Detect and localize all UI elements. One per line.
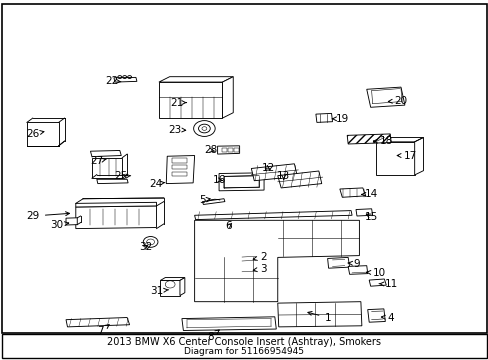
Polygon shape	[114, 77, 137, 82]
Polygon shape	[194, 211, 351, 220]
Polygon shape	[90, 150, 121, 157]
Polygon shape	[277, 302, 361, 327]
Text: 5: 5	[199, 195, 210, 205]
Text: 7: 7	[97, 325, 109, 336]
Text: 25: 25	[114, 171, 130, 181]
Text: Diagram for 51166954945: Diagram for 51166954945	[184, 347, 304, 356]
Polygon shape	[375, 142, 414, 175]
Polygon shape	[180, 278, 184, 296]
Polygon shape	[238, 255, 258, 262]
Polygon shape	[27, 122, 59, 146]
Text: 11: 11	[378, 279, 397, 289]
Polygon shape	[367, 309, 385, 322]
Text: 32: 32	[139, 242, 152, 252]
Text: 13: 13	[276, 171, 290, 181]
Polygon shape	[194, 220, 359, 302]
Polygon shape	[92, 158, 122, 178]
Polygon shape	[160, 280, 180, 296]
Text: 20: 20	[387, 96, 407, 106]
Polygon shape	[66, 318, 129, 327]
Text: 2: 2	[253, 252, 266, 262]
Bar	[172, 165, 186, 169]
Text: 2013 BMW X6 Center Console Insert (Ashtray), Smokers: 2013 BMW X6 Center Console Insert (Ashtr…	[107, 337, 381, 347]
Text: 27: 27	[90, 156, 106, 166]
Text: 31: 31	[149, 286, 168, 296]
Text: 28: 28	[204, 145, 218, 156]
Polygon shape	[217, 146, 239, 154]
Polygon shape	[97, 179, 128, 184]
Polygon shape	[251, 164, 297, 181]
Polygon shape	[66, 218, 77, 225]
Bar	[234, 148, 238, 152]
Polygon shape	[339, 188, 365, 197]
Polygon shape	[160, 278, 184, 280]
Polygon shape	[159, 77, 233, 82]
Text: 30: 30	[50, 220, 69, 230]
Text: 16: 16	[212, 175, 225, 185]
Text: 29: 29	[26, 211, 69, 221]
Polygon shape	[219, 173, 264, 191]
Polygon shape	[76, 202, 156, 207]
Text: 15: 15	[364, 212, 378, 222]
Bar	[228, 148, 232, 152]
Polygon shape	[355, 209, 372, 216]
Polygon shape	[368, 279, 386, 286]
Text: 24: 24	[148, 179, 164, 189]
Polygon shape	[76, 206, 156, 229]
Text: 21: 21	[170, 98, 186, 108]
Text: 22: 22	[104, 76, 121, 86]
Text: 10: 10	[366, 268, 385, 278]
Text: 9: 9	[347, 258, 360, 269]
Polygon shape	[224, 176, 259, 188]
Polygon shape	[315, 113, 332, 122]
Bar	[2, 334, 486, 358]
Polygon shape	[414, 138, 423, 175]
Bar	[222, 148, 226, 152]
Polygon shape	[347, 266, 367, 274]
Bar	[172, 172, 186, 176]
Text: 23: 23	[168, 125, 185, 135]
Text: 1: 1	[307, 311, 330, 323]
Text: 8: 8	[206, 330, 219, 342]
Polygon shape	[238, 266, 258, 273]
Text: 4: 4	[381, 312, 394, 323]
Text: 19: 19	[332, 114, 348, 124]
Polygon shape	[182, 317, 276, 330]
Text: 17: 17	[396, 150, 417, 161]
Polygon shape	[222, 77, 233, 118]
Polygon shape	[159, 82, 222, 118]
Polygon shape	[277, 171, 321, 188]
Text: 14: 14	[361, 189, 378, 199]
Bar	[172, 158, 186, 163]
Polygon shape	[366, 87, 404, 107]
Polygon shape	[346, 134, 390, 144]
Text: 12: 12	[261, 163, 274, 173]
Text: 6: 6	[225, 221, 232, 231]
Polygon shape	[327, 257, 349, 268]
Text: 3: 3	[253, 264, 266, 274]
Text: 26: 26	[26, 129, 44, 139]
Polygon shape	[166, 156, 194, 184]
Polygon shape	[375, 138, 423, 142]
Text: 18: 18	[373, 136, 392, 146]
Polygon shape	[202, 199, 224, 204]
